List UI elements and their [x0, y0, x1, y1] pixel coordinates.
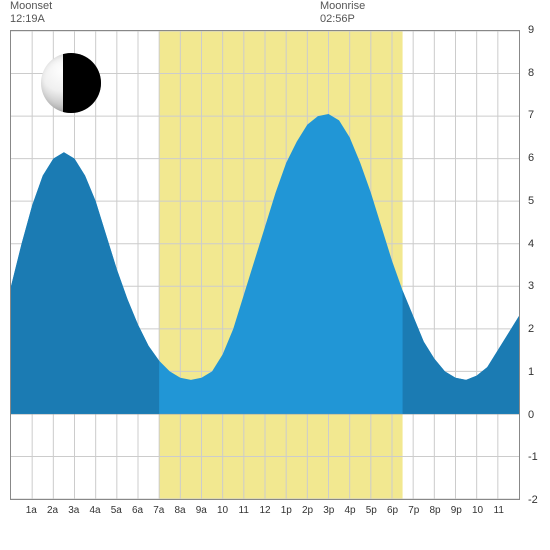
- moonset-time: 12:19A: [10, 13, 52, 26]
- y-axis: -2-10123456789: [522, 30, 550, 500]
- x-tick: 9p: [451, 505, 462, 516]
- moon-phase-icon: [41, 53, 101, 113]
- y-tick: 4: [528, 238, 534, 250]
- x-tick: 10: [217, 505, 228, 516]
- x-tick: 4a: [89, 505, 100, 516]
- y-tick: 6: [528, 152, 534, 164]
- y-tick: 7: [528, 109, 534, 121]
- y-tick: 5: [528, 195, 534, 207]
- x-tick: 5p: [366, 505, 377, 516]
- x-tick: 7a: [153, 505, 164, 516]
- x-tick: 10: [472, 505, 483, 516]
- y-tick: 8: [528, 67, 534, 79]
- moonrise-label: Moonrise 02:56P: [320, 0, 365, 26]
- x-tick: 2p: [302, 505, 313, 516]
- moonrise-time: 02:56P: [320, 13, 365, 26]
- x-tick: 9a: [196, 505, 207, 516]
- x-tick: 3p: [323, 505, 334, 516]
- x-axis: 1a 2a 3a 4a 5a 6a 7a 8a 9a 10 11 12 1p 2p 3p 4p 5p 6p 7p 8p…: [10, 505, 520, 525]
- x-tick: 11: [494, 505, 504, 516]
- moonset-label: Moonset 12:19A: [10, 0, 52, 26]
- moonrise-title: Moonrise: [320, 0, 365, 13]
- moonset-title: Moonset: [10, 0, 52, 13]
- plot-area: [10, 30, 520, 500]
- x-tick: 11: [239, 505, 249, 516]
- y-tick: 0: [528, 409, 534, 421]
- y-tick: -1: [528, 451, 538, 463]
- x-tick: 2a: [47, 505, 58, 516]
- tide-chart: Moonset 12:19A Moonrise 02:56P -2-101234…: [0, 0, 550, 550]
- x-tick: 7p: [408, 505, 419, 516]
- x-tick: 8a: [174, 505, 185, 516]
- y-tick: 2: [528, 323, 534, 335]
- x-tick: 8p: [429, 505, 440, 516]
- x-tick: 12: [259, 505, 270, 516]
- x-tick: 4p: [344, 505, 355, 516]
- x-tick: 1a: [26, 505, 37, 516]
- x-tick: 1p: [281, 505, 292, 516]
- x-tick: 6a: [132, 505, 143, 516]
- y-tick: 3: [528, 280, 534, 292]
- x-tick: 5a: [111, 505, 122, 516]
- y-tick: 1: [528, 366, 534, 378]
- x-tick: 3a: [68, 505, 79, 516]
- y-tick: 9: [528, 24, 534, 36]
- x-tick: 6p: [387, 505, 398, 516]
- y-tick: -2: [528, 494, 538, 506]
